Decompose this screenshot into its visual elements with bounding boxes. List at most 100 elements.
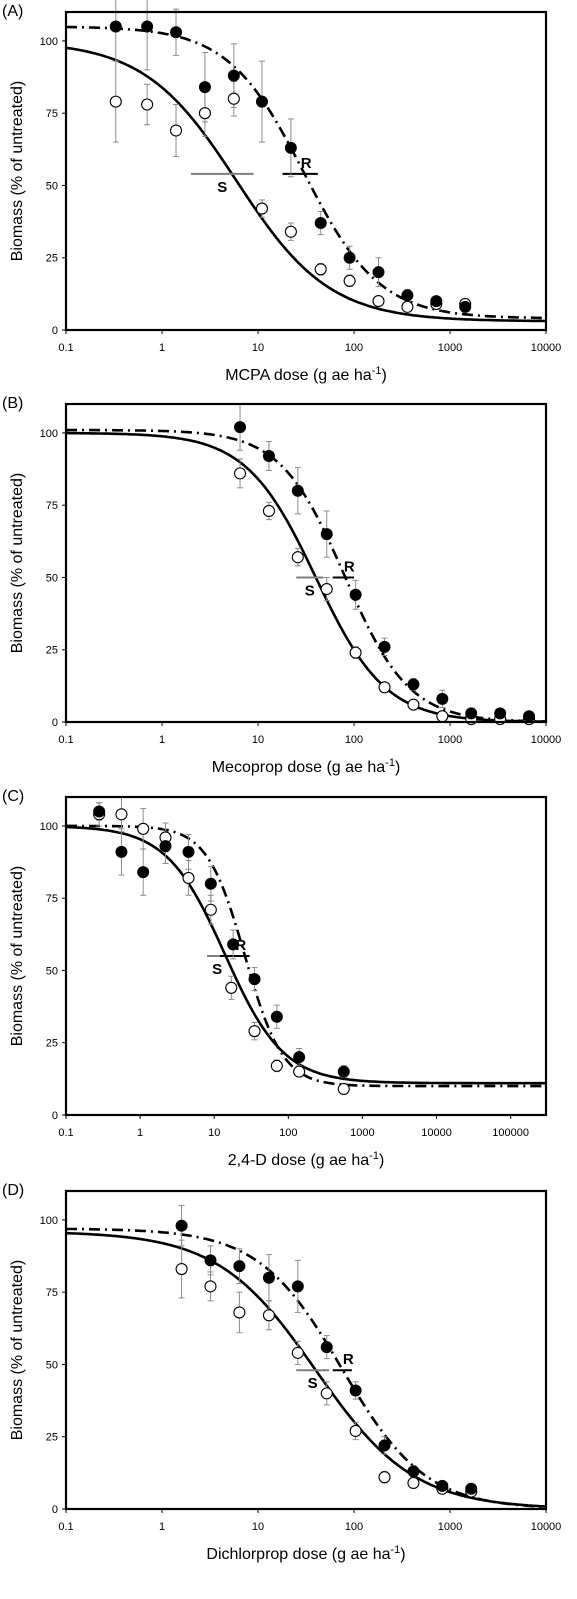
data-point-s — [248, 1025, 261, 1038]
y-tick-label: 100 — [40, 1215, 58, 1227]
chart-panel-c: (C) 0 25 50 75 100 0.1 1 10 100 1000 10000 100000 SR B… — [2, 788, 548, 1169]
plot-frame — [64, 10, 548, 332]
x-tick-label: 0.1 — [58, 1127, 73, 1139]
plot-area — [66, 1227, 546, 1509]
y-tick-label: 100 — [40, 821, 58, 833]
y-tick-label: 100 — [40, 428, 58, 440]
x-axis-label-main: Dichlorprop dose (g ae ha — [206, 1546, 390, 1563]
plot-frame — [64, 1189, 548, 1511]
data-point-r — [430, 295, 443, 308]
data-point-r — [401, 289, 414, 302]
fit-curve-r — [66, 25, 546, 320]
data-point-r — [291, 1280, 304, 1293]
data-point-s — [291, 551, 304, 564]
data-point-r — [141, 20, 154, 33]
plot-area — [66, 428, 546, 722]
x-tick-label: 100000 — [492, 1127, 529, 1139]
data-point-s — [225, 981, 238, 994]
y-axis-label: Biomass (% of untreated) — [9, 1260, 26, 1441]
y-tick-label: 75 — [46, 893, 58, 905]
x-tick-label: 10000 — [531, 734, 562, 746]
data-point-s — [204, 1280, 217, 1293]
x-axis-label-main: 2,4-D dose (g ae ha — [228, 1152, 370, 1169]
data-point-s — [320, 1387, 333, 1400]
data-point-s — [349, 646, 362, 659]
plot-area — [66, 824, 546, 1088]
r-label: R — [235, 937, 246, 954]
y-axis-label: Biomass (% of untreated) — [9, 81, 26, 262]
data-point-s — [337, 1082, 350, 1096]
data-point-r — [137, 866, 150, 879]
panel-label: (A) — [2, 3, 23, 20]
data-point-r — [270, 1010, 283, 1023]
data-point-r — [227, 69, 240, 82]
y-tick-label: 50 — [46, 180, 58, 192]
data-point-r — [494, 707, 507, 720]
data-point-s — [233, 467, 247, 480]
s-label: S — [308, 1375, 318, 1392]
x-tick-label: 1000 — [438, 734, 462, 746]
x-tick-label: 1 — [159, 1521, 165, 1533]
panel-label: (B) — [2, 395, 23, 412]
data-point-s — [284, 225, 297, 238]
y-tick-label: 0 — [52, 1110, 58, 1122]
data-point-s — [175, 1263, 188, 1276]
s-label: S — [305, 582, 315, 599]
data-point-s — [255, 202, 269, 215]
data-point-s — [293, 1065, 306, 1078]
data-point-s — [349, 1424, 362, 1437]
x-axis-label-sup: -1 — [369, 1150, 379, 1162]
data-point-r — [170, 26, 183, 39]
plot-frame — [64, 795, 548, 1117]
x-tick-label: 10 — [208, 1127, 220, 1139]
x-tick-label: 0.1 — [58, 734, 73, 746]
data-point-r — [93, 805, 106, 818]
data-point-r — [343, 251, 356, 264]
x-tick-label: 100 — [345, 342, 363, 354]
data-point-r — [378, 1439, 391, 1452]
y-tick-label: 75 — [46, 500, 58, 512]
x-axis-label-close: ) — [400, 1546, 405, 1563]
data-point-r — [234, 421, 247, 434]
data-point-s — [372, 295, 385, 308]
chart-panel-d: (D) 0 25 50 75 100 0.1 1 10 100 1000 10000 S R Biomass… — [2, 1182, 561, 1563]
data-point-s — [169, 124, 183, 137]
data-point-r — [320, 1341, 333, 1354]
r-label: R — [344, 558, 355, 575]
data-point-r — [204, 1254, 217, 1267]
x-tick-label: 10000 — [531, 1521, 562, 1533]
data-point-s — [270, 1059, 283, 1072]
data-point-s — [378, 681, 391, 694]
panel-label: (D) — [2, 1182, 24, 1199]
y-tick-label: 0 — [52, 717, 58, 729]
x-tick-label: 10 — [252, 1521, 264, 1533]
x-axis-label-sup: -1 — [385, 757, 395, 769]
data-point-s — [198, 107, 211, 120]
fit-curve-r — [66, 1227, 546, 1509]
data-point-r — [459, 300, 472, 313]
data-point-r — [204, 877, 217, 890]
x-tick-label: 0.1 — [58, 1521, 73, 1533]
data-point-s — [401, 300, 414, 313]
data-point-r — [314, 217, 327, 230]
y-tick-label: 100 — [40, 36, 58, 48]
x-tick-label: 10000 — [531, 342, 562, 354]
x-axis-label-sup: -1 — [391, 1544, 401, 1556]
s-label: S — [217, 179, 227, 196]
y-tick-label: 0 — [52, 1504, 58, 1516]
r-label: R — [343, 1351, 354, 1368]
data-point-r — [407, 678, 420, 691]
x-tick-label: 0.1 — [58, 342, 73, 354]
data-point-s — [109, 95, 122, 108]
data-point-r — [233, 1260, 246, 1273]
data-point-r — [407, 1465, 420, 1478]
data-point-r — [115, 845, 128, 858]
data-point-r — [436, 692, 449, 705]
x-tick-label: 1 — [159, 734, 165, 746]
data-point-r — [175, 1219, 188, 1232]
x-tick-label: 1000 — [438, 342, 462, 354]
data-point-r — [198, 81, 211, 94]
data-point-r — [337, 1065, 350, 1078]
data-point-r — [159, 840, 172, 853]
x-tick-label: 1 — [159, 342, 165, 354]
